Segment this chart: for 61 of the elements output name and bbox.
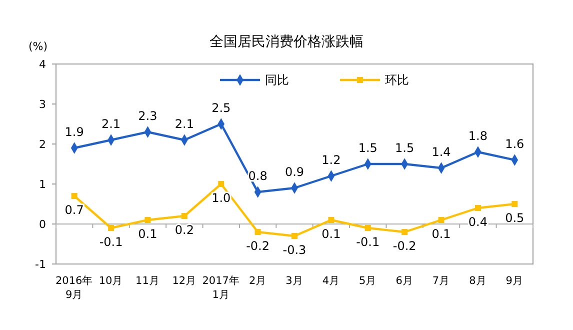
data-label: 1.2 <box>322 153 341 167</box>
point <box>438 217 444 223</box>
point <box>181 213 188 219</box>
x-tick-label: 2016年 9月 <box>55 275 94 301</box>
data-label: 2.5 <box>212 101 231 115</box>
data-label: 2.3 <box>138 109 158 123</box>
point <box>364 225 371 231</box>
data-label: 0.9 <box>284 165 304 179</box>
y-axis-title: (%) <box>28 40 48 53</box>
point <box>254 229 261 235</box>
y-tick-label: 3 <box>39 98 46 111</box>
point <box>512 201 518 207</box>
data-label: 1.9 <box>64 125 84 139</box>
y-tick-label: 1 <box>39 178 46 191</box>
data-label: 2.1 <box>101 117 121 131</box>
data-label: 1.6 <box>505 137 524 151</box>
data-label: 0.4 <box>468 215 488 229</box>
data-label: -0.1 <box>99 235 123 249</box>
data-label: 1.5 <box>395 141 414 155</box>
x-tick-label: 2017年 1月 <box>202 275 240 301</box>
x-tick-label: 3月 <box>286 275 304 287</box>
x-tick-label: 10月 <box>98 275 124 287</box>
point <box>144 217 151 223</box>
y-tick-label: 0 <box>39 218 46 231</box>
x-tick-label: 9月 <box>506 275 524 287</box>
x-tick-label: 5月 <box>359 275 377 287</box>
data-label: -0.2 <box>246 239 270 253</box>
data-label: 1.5 <box>358 141 378 155</box>
x-tick-label: 12月 <box>172 275 197 287</box>
data-label: 0.1 <box>138 227 158 241</box>
data-label: -0.1 <box>356 235 380 249</box>
data-label: -0.2 <box>392 239 416 253</box>
y-tick-label: 2 <box>39 138 46 151</box>
point <box>474 205 481 211</box>
point <box>328 217 334 223</box>
data-label: 1.8 <box>468 129 488 143</box>
x-tick-label: 4月 <box>322 275 340 287</box>
x-tick-label: 8月 <box>469 275 487 287</box>
data-label: 1.4 <box>432 145 451 159</box>
x-tick-label: 2月 <box>248 275 267 287</box>
data-label: 0.1 <box>432 227 451 241</box>
point <box>402 229 408 235</box>
point <box>108 225 114 231</box>
point <box>71 193 78 199</box>
legend-label: 同比 <box>265 73 289 87</box>
x-tick-label: 7月 <box>432 275 450 287</box>
data-label: 2.1 <box>174 117 194 131</box>
y-tick-label: 4 <box>39 58 46 71</box>
data-label: 0.2 <box>174 223 194 237</box>
legend-label: 环比 <box>385 73 409 87</box>
x-tick-label: 6月 <box>396 275 414 287</box>
data-label: 0.7 <box>64 203 84 217</box>
x-tick-label: 11月 <box>136 275 160 287</box>
point <box>292 233 298 239</box>
chart-title: 全国居民消费价格涨跌幅 <box>210 34 364 50</box>
point <box>218 181 224 187</box>
y-tick-label: -1 <box>35 258 46 271</box>
data-label: 1.0 <box>212 191 231 205</box>
data-label: 0.1 <box>322 227 341 241</box>
data-label: -0.3 <box>282 243 306 257</box>
data-label: 0.5 <box>505 211 524 225</box>
